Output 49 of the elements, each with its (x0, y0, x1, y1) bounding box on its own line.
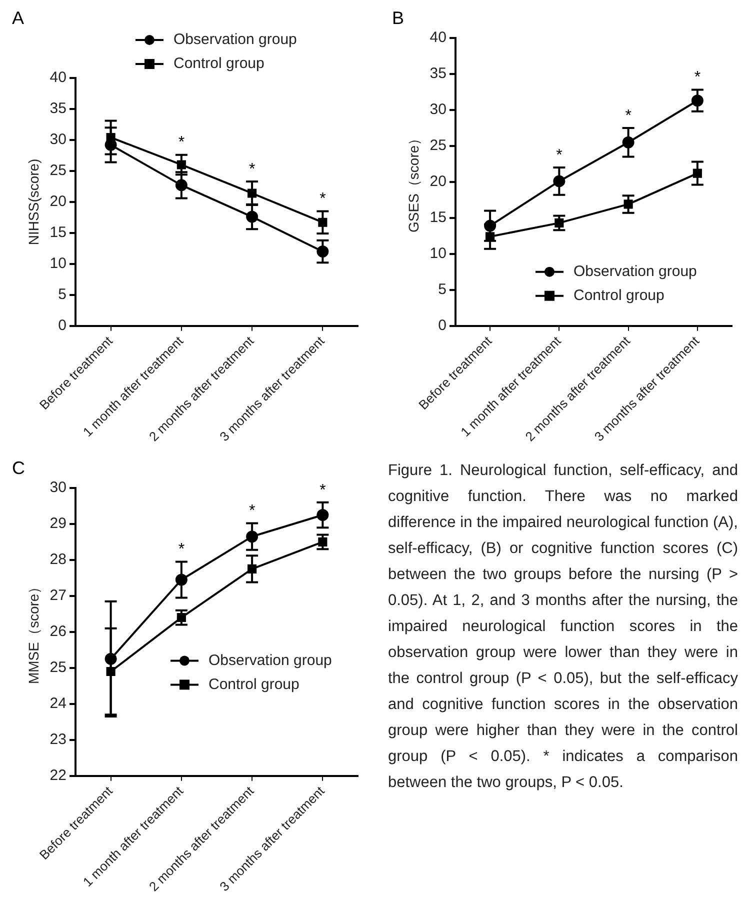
annotation: * (248, 502, 256, 520)
y-tick-label: 15 (430, 209, 446, 226)
y-tick-label: 0 (58, 316, 66, 334)
chart-title: B (392, 8, 404, 29)
y-tick-label: 24 (50, 695, 66, 712)
y-tick-label: 40 (50, 69, 66, 86)
legend-label: Control group (208, 676, 300, 693)
y-axis-title: GSES（score） (405, 131, 422, 232)
annotation: * (320, 190, 326, 208)
y-tick-label: 23 (50, 730, 66, 748)
annotation: * (320, 482, 326, 499)
y-tick-label: 26 (50, 623, 66, 640)
y-tick-label: 5 (58, 286, 66, 303)
y-tick-label: 28 (50, 551, 66, 568)
y-axis-title: NIHSS(score) (25, 158, 42, 246)
legend-label: Control group (573, 286, 664, 304)
annotation: * (556, 146, 562, 164)
y-tick-label: 35 (50, 100, 66, 118)
annotation: * (248, 160, 256, 178)
y-tick-label: 25 (430, 137, 446, 154)
annotation: * (694, 69, 701, 86)
annotation: * (625, 107, 632, 124)
y-tick-label: 22 (50, 766, 66, 784)
y-tick-label: 30 (50, 479, 66, 496)
legend-label: Control group (173, 55, 264, 72)
annotation: * (178, 134, 185, 152)
y-tick-label: 10 (430, 245, 446, 262)
y-tick-label: 29 (50, 515, 66, 532)
y-tick-label: 30 (430, 101, 446, 118)
y-axis-title: MMSE（score） (25, 580, 42, 684)
y-tick-label: 20 (50, 193, 66, 210)
y-tick-label: 10 (50, 255, 66, 272)
y-tick-label: 5 (438, 280, 446, 298)
annotation: * (178, 541, 185, 558)
y-tick-label: 40 (430, 29, 446, 46)
y-tick-label: 15 (50, 224, 66, 242)
legend-label: Observation group (173, 31, 297, 48)
chart-title: C (12, 458, 25, 479)
legend-label: Observation group (573, 262, 697, 280)
chart-title: A (12, 8, 24, 29)
y-tick-label: 30 (50, 131, 66, 148)
legend-label: Observation group (208, 652, 332, 669)
y-tick-label: 0 (438, 316, 446, 334)
y-tick-label: 25 (50, 659, 66, 676)
y-tick-label: 35 (430, 65, 446, 82)
y-tick-label: 27 (50, 587, 66, 604)
y-tick-label: 20 (430, 173, 446, 190)
y-tick-label: 25 (50, 162, 66, 180)
text: Figure 1. Neurological function, self-efficacy, and cognitive function. There was no marked difference in the impaired neurological function (A), self-efficacy, (B) or cognitive function scores (C) between the two groups before the nursing (P > 0.05). At 1, 2, and 3 months after the nursing, the impaired neurological function scores in the observation group were lower than they were in the control group (P < 0.05), but the self-efficacy and cognitive function scores in the observation group were higher than they were in the control group (P < 0.05). * indicates a comparison between the two groups, P < 0.05. (388, 462, 738, 791)
